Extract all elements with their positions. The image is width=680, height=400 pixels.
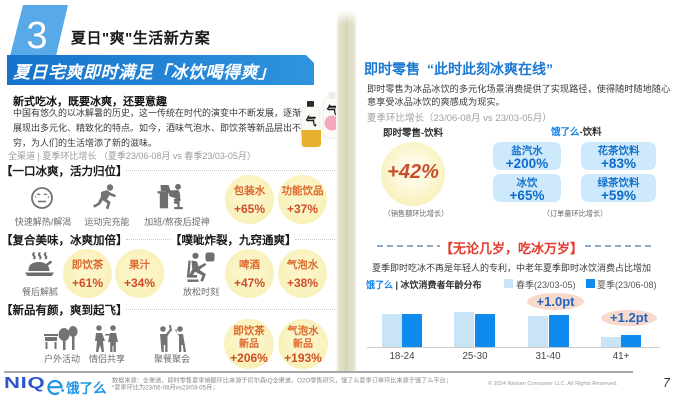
svg-text:气: 气 — [326, 103, 338, 117]
svg-text:气: 气 — [305, 114, 317, 128]
